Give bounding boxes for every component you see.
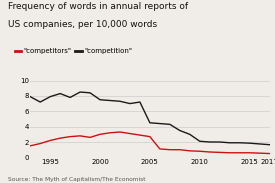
Text: Frequency of words in annual reports of: Frequency of words in annual reports of	[8, 2, 188, 11]
Text: Source: The Myth of Capitalism/The Economist: Source: The Myth of Capitalism/The Econo…	[8, 177, 146, 182]
Legend: "competitors", "competition": "competitors", "competition"	[12, 46, 135, 57]
Text: US companies, per 10,000 words: US companies, per 10,000 words	[8, 20, 157, 29]
